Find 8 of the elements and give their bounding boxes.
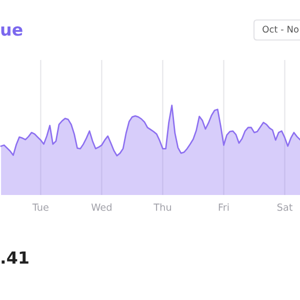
- x-tick-label: Sat: [277, 204, 292, 211]
- text: Oct - No: [262, 26, 299, 33]
- x-tick-label: Wed: [91, 203, 112, 211]
- x-tick-label: Fri: [218, 203, 229, 211]
- x-tick-label: Tue: [32, 204, 48, 211]
- chart-title: ue: [1, 26, 22, 36]
- text: .41: [2, 251, 28, 264]
- x-tick-label: Thu: [154, 203, 171, 211]
